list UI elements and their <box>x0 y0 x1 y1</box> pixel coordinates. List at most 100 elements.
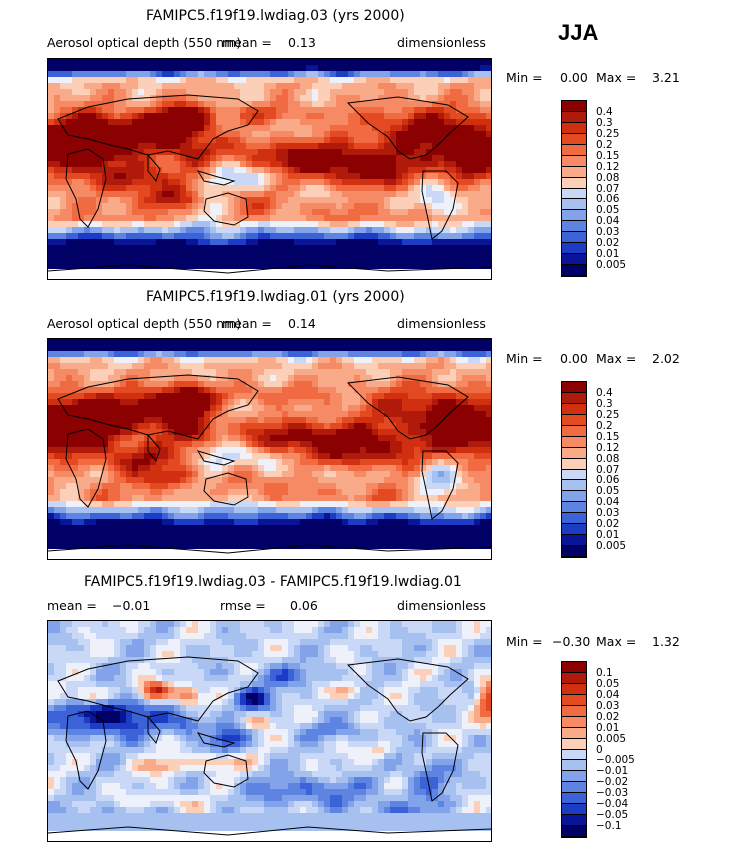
panel-3-min-value: −0.30 <box>552 634 591 649</box>
colorbar-swatch <box>562 232 586 244</box>
colorbar-label: 0.05 <box>596 204 620 217</box>
panel-3-max-value: 1.32 <box>652 634 680 649</box>
colorbar-swatch <box>562 546 586 557</box>
colorbar-swatch <box>562 782 586 794</box>
colorbar-swatch <box>562 793 586 805</box>
colorbar-label: 0.3 <box>596 397 613 410</box>
coastline <box>48 264 491 274</box>
coastline <box>147 153 161 183</box>
coastline <box>57 94 259 160</box>
colorbar-label: −0.02 <box>596 776 629 789</box>
colorbar-swatch <box>562 760 586 772</box>
colorbar-swatch <box>562 155 586 167</box>
coastline <box>48 544 491 554</box>
panel-2-min-value: 0.00 <box>560 351 588 366</box>
colorbar-label: 0.03 <box>596 699 620 712</box>
colorbar-label: 0.05 <box>596 677 620 690</box>
colorbar-label: 0.02 <box>596 518 620 531</box>
panel-1-title: FAMIPC5.f19f19.lwdiag.03 (yrs 2000) <box>146 8 405 24</box>
colorbar-label: 0.4 <box>596 386 613 399</box>
colorbar-swatch <box>562 524 586 536</box>
panel-3-map <box>47 620 492 842</box>
panel-2-map <box>47 338 492 560</box>
colorbar-swatch <box>562 683 586 695</box>
panel-2-max-label: Max = <box>596 351 637 366</box>
panel-1-min-value: 0.00 <box>560 70 588 85</box>
colorbar-label: 0.03 <box>596 226 620 239</box>
colorbar-label: 0.04 <box>596 215 620 228</box>
colorbar-label: 0.02 <box>596 237 620 250</box>
colorbar-label: 0.08 <box>596 452 620 465</box>
colorbar-label: 0.01 <box>596 529 620 542</box>
colorbar-swatch <box>562 425 586 437</box>
colorbar-swatch <box>562 535 586 547</box>
colorbar-swatch <box>562 101 586 112</box>
panel-3-mean-label: mean = <box>47 598 97 613</box>
coastline <box>203 192 249 226</box>
colorbar-label: 0.15 <box>596 430 620 443</box>
colorbar-label: 0.2 <box>596 419 613 432</box>
colorbar-swatch <box>562 826 586 837</box>
colorbar-label: 0.12 <box>596 441 620 454</box>
colorbar-label: 0.1 <box>596 666 613 679</box>
panel-1-mean-label: mean = <box>222 35 272 50</box>
panel-1-min-label: Min = <box>506 70 543 85</box>
panel-3-rmse-value: 0.06 <box>290 598 318 613</box>
coastline <box>203 754 249 788</box>
colorbar-label: 0 <box>596 743 603 756</box>
colorbar-swatch <box>562 513 586 525</box>
colorbar-swatch <box>562 662 586 673</box>
colorbar-label: 0.15 <box>596 149 620 162</box>
colorbar-label: 0.3 <box>596 116 613 129</box>
colorbar-label: 0.07 <box>596 463 620 476</box>
colorbar-swatch <box>562 480 586 492</box>
colorbar-swatch <box>562 491 586 503</box>
colorbar-swatch <box>562 221 586 233</box>
colorbar-swatch <box>562 210 586 222</box>
colorbar-swatch <box>562 727 586 739</box>
colorbar-label: 0.04 <box>596 496 620 509</box>
coastline <box>196 732 236 748</box>
colorbar-swatch <box>562 166 586 178</box>
colorbar-label: 0.07 <box>596 182 620 195</box>
panel-3-rmse-label: rmse = <box>220 598 266 613</box>
coastline <box>196 450 236 466</box>
colorbar-swatch <box>562 447 586 459</box>
coastline <box>346 658 469 722</box>
colorbar-label: 0.005 <box>596 540 627 553</box>
panel-2-units: dimensionless <box>397 316 486 331</box>
coastline <box>147 433 161 463</box>
panel-1-map <box>47 58 492 280</box>
colorbar-swatch <box>562 403 586 415</box>
colorbar-swatch <box>562 716 586 728</box>
coastline <box>421 732 459 802</box>
panel-2-max-value: 2.02 <box>652 351 680 366</box>
panel-1-variable: Aerosol optical depth (550 nm) <box>47 35 242 50</box>
colorbar-label: 0.25 <box>596 127 620 140</box>
panel-3-mean-value: −0.01 <box>112 598 151 613</box>
colorbar-label: 0.25 <box>596 408 620 421</box>
colorbar-swatch <box>562 144 586 156</box>
colorbar-label: 0.01 <box>596 721 620 734</box>
colorbar-label: −0.1 <box>596 820 622 833</box>
contour-field <box>48 621 491 841</box>
colorbar-label: 0.12 <box>596 160 620 173</box>
panel-1-max-label: Max = <box>596 70 637 85</box>
colorbar-label: 0.08 <box>596 171 620 184</box>
colorbar-label: −0.01 <box>596 765 629 778</box>
panel-1-colorbar: 0.4 0.3 0.25 0.2 0.15 0.12 0.08 0.07 0.06 0.05 0.0… <box>561 100 626 277</box>
colorbar-swatch <box>562 122 586 134</box>
colorbar-label: 0.005 <box>596 259 627 272</box>
season-label: JJA <box>558 20 599 45</box>
colorbar-label: 0.2 <box>596 138 613 151</box>
colorbar-label: −0.03 <box>596 787 629 800</box>
coastline <box>147 715 161 745</box>
colorbar-swatch <box>562 254 586 266</box>
colorbar-label: 0.05 <box>596 485 620 498</box>
colorbar-swatch <box>562 749 586 761</box>
contour-field <box>48 59 491 279</box>
colorbar-swatch <box>562 771 586 783</box>
colorbar-swatch <box>562 469 586 481</box>
panel-3-units: dimensionless <box>397 598 486 613</box>
panel-3-max-label: Max = <box>596 634 637 649</box>
